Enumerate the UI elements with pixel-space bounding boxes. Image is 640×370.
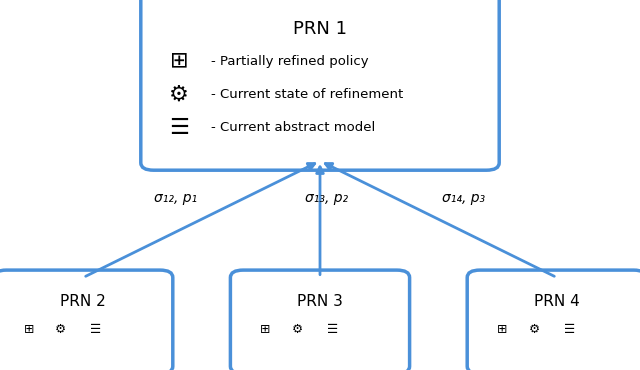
Text: ⊞: ⊞	[170, 51, 189, 71]
Text: ⊞: ⊞	[260, 323, 271, 336]
Text: ⚙: ⚙	[55, 323, 67, 336]
Text: ⚙: ⚙	[169, 84, 189, 104]
FancyBboxPatch shape	[230, 270, 410, 370]
Text: ⊞: ⊞	[24, 323, 34, 336]
FancyBboxPatch shape	[467, 270, 640, 370]
FancyBboxPatch shape	[141, 0, 499, 170]
Text: ☰: ☰	[90, 323, 102, 336]
Text: - Current state of refinement: - Current state of refinement	[211, 88, 403, 101]
Text: ⚙: ⚙	[529, 323, 540, 336]
Text: σ₁₂, p₁: σ₁₂, p₁	[154, 191, 198, 205]
Text: PRN 2: PRN 2	[60, 294, 106, 309]
Text: PRN 4: PRN 4	[534, 294, 580, 309]
Text: ⚙: ⚙	[292, 323, 303, 336]
FancyBboxPatch shape	[0, 270, 173, 370]
Text: σ₁₄, p₃: σ₁₄, p₃	[442, 191, 486, 205]
Text: ☰: ☰	[169, 118, 189, 138]
Text: - Current abstract model: - Current abstract model	[211, 121, 376, 134]
Text: PRN 3: PRN 3	[297, 294, 343, 309]
Text: σ₁₃, p₂: σ₁₃, p₂	[305, 191, 348, 205]
Text: ☰: ☰	[564, 323, 575, 336]
Text: - Partially refined policy: - Partially refined policy	[211, 54, 369, 68]
Text: ⊞: ⊞	[497, 323, 508, 336]
Text: PRN 1: PRN 1	[293, 20, 347, 38]
Text: ☰: ☰	[327, 323, 339, 336]
